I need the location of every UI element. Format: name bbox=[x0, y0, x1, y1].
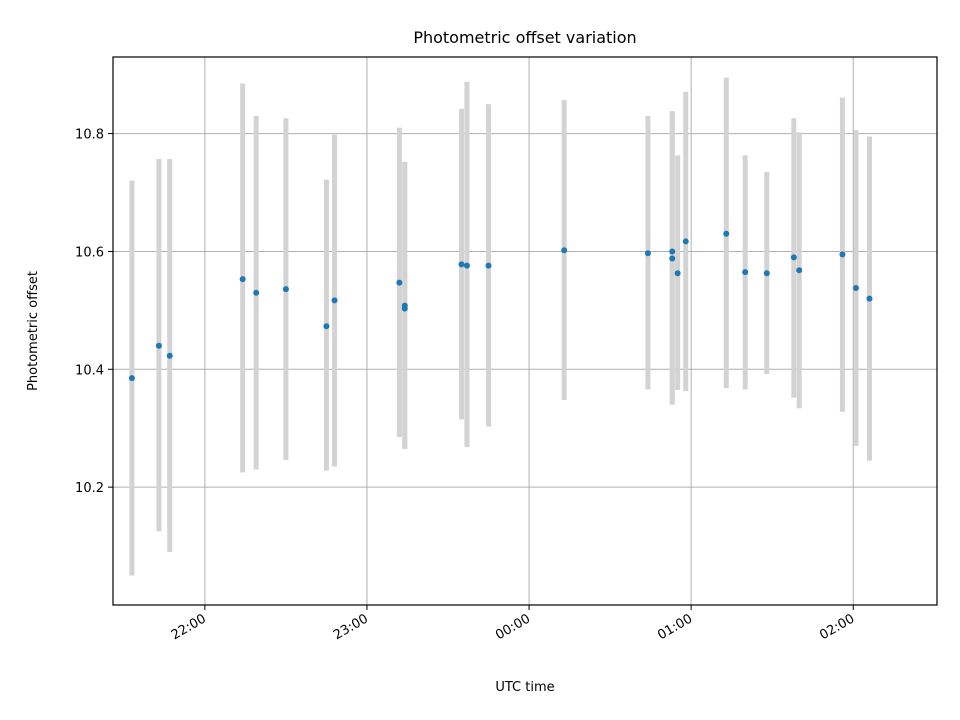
data-point bbox=[401, 302, 408, 309]
data-point bbox=[852, 284, 859, 291]
data-point bbox=[155, 342, 162, 349]
data-point bbox=[866, 295, 873, 302]
data-point bbox=[723, 230, 730, 237]
y-axis-label: Photometric offset bbox=[26, 271, 41, 391]
data-point bbox=[742, 269, 749, 276]
x-tick-label: 02:00 bbox=[817, 611, 857, 643]
data-point bbox=[396, 279, 403, 286]
data-point bbox=[839, 251, 846, 258]
data-point bbox=[253, 289, 260, 296]
x-tick-label: 00:00 bbox=[493, 611, 533, 643]
plot-frame bbox=[112, 56, 938, 606]
gridlines bbox=[113, 57, 937, 605]
y-axis-ticks: 10.2 10.4 10.6 10.8 bbox=[75, 128, 113, 496]
x-tick-label: 01:00 bbox=[655, 611, 695, 643]
data-point bbox=[669, 255, 676, 262]
data-point bbox=[796, 267, 803, 274]
data-point bbox=[166, 352, 173, 359]
data-points bbox=[128, 230, 873, 382]
error-bars bbox=[129, 77, 872, 576]
x-axis-ticks: 22:00 23:00 00:00 01:00 02:00 bbox=[169, 605, 857, 643]
x-tick-label: 22:00 bbox=[169, 611, 209, 643]
x-axis-label: UTC time bbox=[495, 680, 554, 695]
data-point bbox=[128, 375, 135, 382]
data-point bbox=[323, 323, 330, 330]
y-tick-label: 10.8 bbox=[75, 128, 104, 143]
data-point bbox=[674, 270, 681, 277]
data-point bbox=[763, 270, 770, 277]
y-tick-label: 10.2 bbox=[75, 481, 104, 496]
data-point bbox=[331, 297, 338, 304]
data-point bbox=[463, 262, 470, 269]
y-tick-label: 10.6 bbox=[75, 245, 104, 260]
data-point bbox=[561, 247, 568, 254]
chart-title: Photometric offset variation bbox=[413, 28, 636, 47]
data-point bbox=[485, 262, 492, 269]
data-point bbox=[282, 286, 289, 293]
y-tick-label: 10.4 bbox=[75, 363, 104, 378]
x-tick-label: 23:00 bbox=[331, 611, 371, 643]
data-point bbox=[458, 261, 465, 268]
data-point bbox=[644, 250, 651, 257]
data-point bbox=[239, 276, 246, 283]
data-point bbox=[669, 248, 676, 255]
data-point bbox=[682, 238, 689, 245]
data-point bbox=[790, 254, 797, 261]
